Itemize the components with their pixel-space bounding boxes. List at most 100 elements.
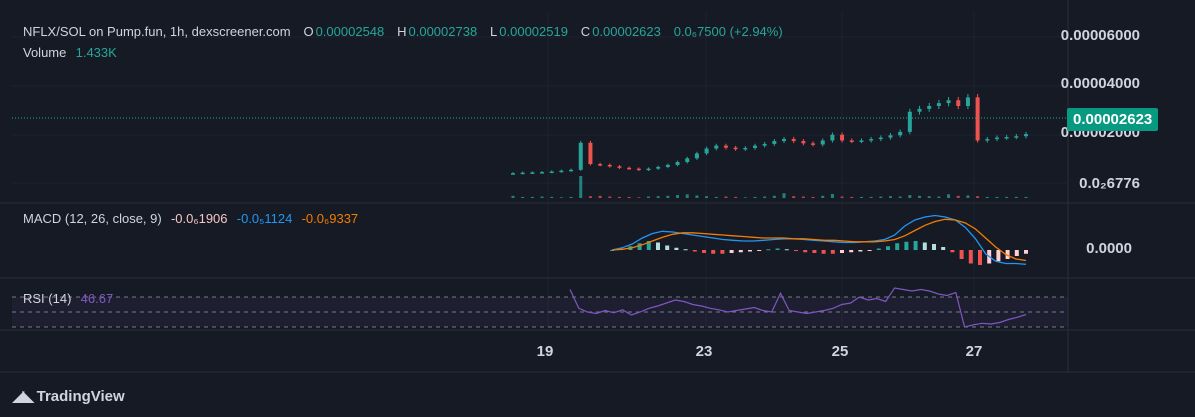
tradingview-logo[interactable]: ◢◣ TradingView [12,386,125,406]
macd-histogram-bar [895,243,900,250]
candle-body [859,140,864,142]
macd-histogram-bar [665,245,670,250]
rsi-line [569,287,1027,328]
candle-body [578,142,583,170]
candle-body [791,139,796,142]
macd-histogram-bar [858,250,863,252]
rsi-legend: RSI (14) 46.67 [23,291,115,306]
date-axis-tick: 27 [965,343,983,360]
candle-body [820,140,825,145]
macd-histogram-bar [821,250,826,254]
macd-histogram-bar [913,241,918,250]
candle-body [994,137,999,140]
macd-histogram-bar [1005,250,1010,259]
volume-bar [1005,196,1009,198]
price-legend: NFLX/SOL on Pump.fun, 1h, dexscreener.co… [23,24,785,39]
macd-line-value: -0.0₅1124 [236,211,293,226]
macd-histogram-bar [683,249,688,251]
macd-legend: MACD (12, 26, close, 9) -0.0₆1906 -0.0₅1… [23,211,360,226]
volume-bar [656,196,660,198]
candle-body [520,172,525,175]
volume-bar [956,195,960,198]
candle-body [540,172,545,174]
volume-bar [985,196,989,198]
macd-histogram-bar [757,250,762,251]
macd-histogram-bar [867,250,872,251]
candle-body [617,166,622,168]
candle-body [752,145,757,148]
volume-bar [879,196,883,198]
candle-body [559,170,564,173]
date-axis-tick: 23 [695,343,713,360]
volume-label: Volume [23,45,67,60]
tradingview-logo-icon: ◢◣ [12,388,35,405]
macd-histogram-bar [674,247,679,250]
low-label: L [490,24,498,39]
volume-bar [947,194,951,198]
macd-histogram-bar [646,241,651,250]
candle-body [694,153,699,159]
candle-body [801,141,806,144]
macd-histogram-bar [738,250,743,253]
candle-body [898,131,903,136]
date-axis-tick: 25 [831,343,849,360]
rsi-value: 46.67 [80,291,114,306]
macd-histogram-bar [803,250,808,253]
volume-bar [830,193,834,198]
volume-bar [647,196,651,198]
volume-bar [617,196,621,198]
volume-legend: Volume 1.433K [23,45,119,60]
volume-bar [588,196,592,198]
macd-histogram-bar [932,244,936,250]
price-axis-tick: 0.0₂6776 [1079,175,1140,192]
candle-body [511,173,515,175]
symbol-title[interactable]: NFLX/SOL on Pump.fun, 1h, dexscreener.co… [23,24,291,39]
candle-body [830,134,835,141]
candle-body [1004,137,1009,139]
candle-body [975,97,980,141]
candle-body [607,164,612,167]
volume-bar [579,176,583,198]
date-axis-tick: 19 [536,343,554,360]
macd-histogram-bar [1024,250,1028,254]
volume-bar [540,196,544,198]
rsi-label[interactable]: RSI (14) [23,291,72,306]
low-value: 0.00002519 [499,24,568,39]
candle-body [588,142,593,165]
volume-bar [676,195,680,198]
volume-value: 1.433K [75,45,117,60]
macd-histogram-bar [702,250,706,253]
candle-body [636,168,641,171]
candle-body [917,108,922,112]
volume-bar [898,196,902,198]
candle-body [665,164,670,167]
macd-histogram-bar [812,250,817,253]
volume-bar [734,196,738,198]
macd-histogram-bar [886,246,890,250]
price-axis-tick: 0.00004000 [1060,75,1140,92]
candle-body [685,158,690,163]
candle-body [1024,134,1028,137]
candle-body [782,139,787,142]
volume-bar [511,195,515,198]
volume-bar [637,197,641,198]
macd-histogram-bar [784,249,789,251]
volume-bar [559,197,563,198]
candle-body [569,169,574,172]
volume-bar [918,195,922,198]
macd-histogram-bar [656,242,660,250]
candle-body [811,143,816,145]
close-value: 0.00002623 [592,24,661,39]
candle-body [849,140,854,142]
volume-bar [743,197,747,198]
candle-body [723,145,728,148]
candle-body [530,172,535,174]
candle-body [733,147,738,150]
macd-label[interactable]: MACD (12, 26, close, 9) [23,211,162,226]
volume-bar [840,196,844,198]
change-value: 0.0₆7500 (+2.94%) [673,24,783,39]
volume-bar [685,194,689,198]
volume-bar [821,195,825,198]
